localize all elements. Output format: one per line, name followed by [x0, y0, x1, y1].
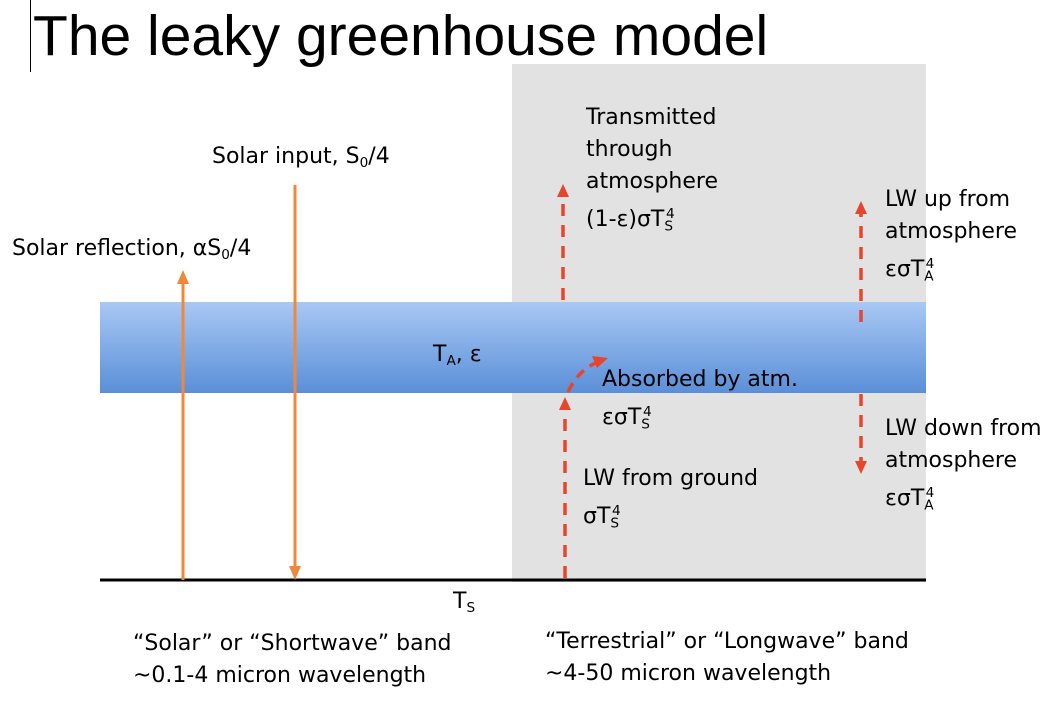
- solar-input-arrow: [289, 185, 301, 580]
- surface-temperature-label: TS: [453, 589, 476, 617]
- lw-from-ground-arrow: [559, 397, 571, 578]
- solar-reflection-arrow: [177, 270, 189, 580]
- transmitted-label: Transmitted through atmosphere (1-ε)σTS4: [586, 105, 718, 235]
- lw-up-from-atmosphere-arrow: [855, 201, 867, 322]
- longwave-band-caption: “Terrestrial” or “Longwave” band ~4-50 m…: [545, 629, 909, 686]
- lw-from-ground-label: LW from ground σTS4: [583, 466, 759, 532]
- shortwave-band-caption: “Solar” or “Shortwave” band ~0.1-4 micro…: [133, 631, 452, 688]
- absorbed-label: Absorbed by atm. εσTS4: [602, 367, 798, 433]
- transmitted-arrow: [557, 184, 569, 300]
- lw-down-label: LW down from atmosphere εσTA4: [885, 416, 1042, 514]
- lw-up-label: LW up from atmosphere εσTA4: [885, 187, 1017, 285]
- absorbed-by-atmosphere-arrow: [566, 356, 608, 393]
- lw-down-from-atmosphere-arrow: [855, 394, 867, 474]
- atmosphere-layer: [100, 302, 926, 393]
- atmosphere-label: TA, ε: [433, 342, 482, 370]
- page-title: The leaky greenhouse model: [30, 0, 768, 72]
- solar-input-label: Solar input, S0/4: [212, 144, 390, 172]
- solar-reflection-label: Solar reflection, αS0/4: [12, 236, 252, 264]
